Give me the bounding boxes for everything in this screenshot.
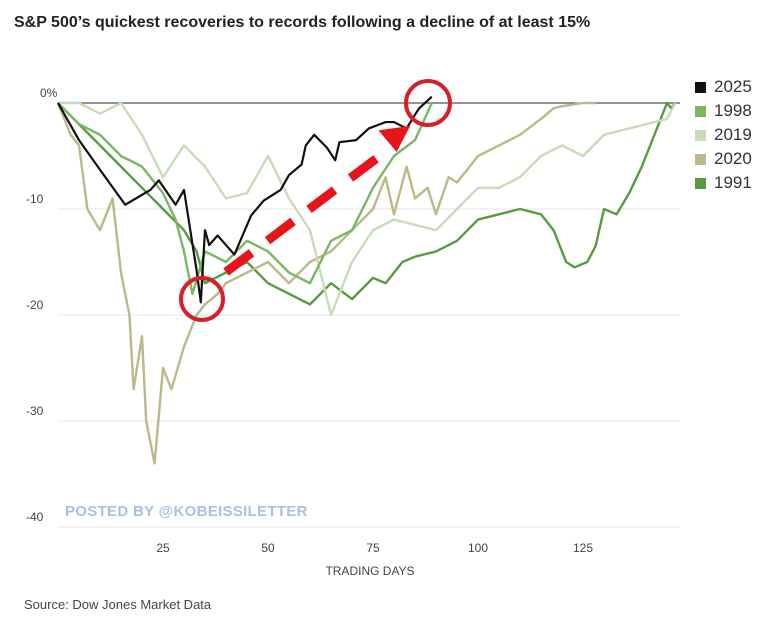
chart-title: S&P 500’s quickest recoveries to records… [14, 14, 591, 31]
annotation-circle-low [179, 276, 225, 322]
legend-label: 1998 [714, 101, 752, 120]
y-tick-label: -10 [26, 192, 44, 206]
x-tick-label: 100 [468, 541, 488, 555]
annotation-arrow-head [378, 125, 411, 153]
legend-item-2020: 2020 [695, 149, 752, 169]
x-tick-label: 75 [366, 541, 380, 555]
annotation-arrow-shaft [223, 148, 388, 276]
x-tick-label: 50 [261, 541, 275, 555]
legend-item-2025: 2025 [695, 77, 752, 97]
x-axis-label: TRADING DAYS [325, 564, 414, 578]
y-tick-label: -30 [26, 404, 44, 418]
legend-swatch [695, 105, 706, 117]
series-line-2019 [58, 101, 677, 317]
annotation-circle-high [404, 79, 452, 127]
y-tick-label: -20 [26, 298, 44, 312]
legend-swatch [695, 177, 706, 189]
legend-label: 1991 [714, 173, 752, 192]
y-tick-label: 0% [40, 86, 58, 100]
legend-swatch [695, 153, 706, 165]
legend-swatch [695, 81, 706, 93]
series-line-1998 [57, 102, 433, 295]
series-line-2020 [56, 101, 596, 465]
source-note: Source: Dow Jones Market Data [24, 597, 212, 612]
legend-item-2019: 2019 [695, 125, 752, 145]
series-line-2025 [57, 95, 433, 304]
legend-label: 2020 [714, 149, 752, 168]
legend-label: 2019 [714, 125, 752, 144]
legend-label: 2025 [714, 77, 752, 96]
legend-swatch [695, 129, 706, 141]
watermark: POSTED BY @KOBEISSILETTER [65, 503, 308, 520]
y-tick-label: -40 [26, 510, 44, 524]
legend-item-1998: 1998 [695, 101, 752, 121]
legend-item-1991: 1991 [695, 173, 752, 193]
x-tick-label: 125 [573, 541, 593, 555]
series-line-1991 [57, 101, 677, 306]
x-tick-label: 25 [156, 541, 170, 555]
